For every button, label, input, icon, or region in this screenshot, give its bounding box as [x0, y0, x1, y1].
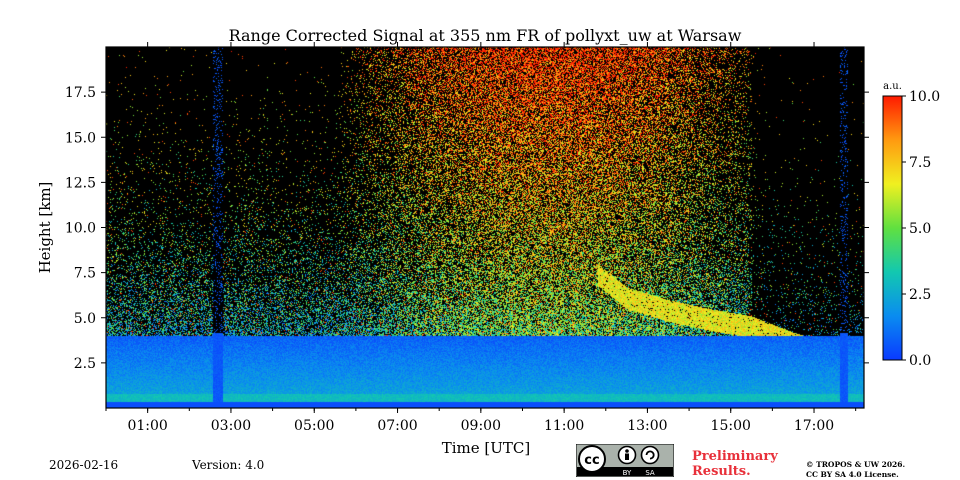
y-tick-label: 15.0 — [65, 130, 96, 146]
y-tick-label: 2.5 — [74, 356, 96, 372]
x-tick-label: 17:00 — [794, 418, 834, 434]
y-tick-label: 10.0 — [65, 221, 96, 237]
axes: 01:00 03:00 05:00 07:00 09:00 11:00 13:00 15:00… — [36, 42, 869, 457]
version-label: Version: 4.0 — [192, 458, 265, 472]
x-tick-label: 15:00 — [711, 418, 751, 434]
colorbar-tick-label: 0.0 — [909, 353, 931, 369]
colorbar: 0.0 2.5 5.0 7.5 10.0 a.u. — [882, 81, 940, 369]
x-tick-label: 07:00 — [377, 418, 417, 434]
sa-icon — [640, 445, 660, 465]
colorbar-gradient — [882, 95, 903, 361]
copyright-line-1: © TROPOS & UW 2026. — [806, 460, 906, 469]
x-tick-label: 03:00 — [211, 418, 251, 434]
preliminary-results-label: Preliminary Results. — [692, 449, 778, 479]
colorbar-tick-label: 7.5 — [909, 155, 931, 171]
colorbar-tick-label: 10.0 — [909, 89, 940, 105]
y-tick-label: 17.5 — [65, 85, 96, 101]
heatmap-image — [106, 47, 864, 408]
cc-icon — [578, 445, 606, 473]
copyright-line-2: CC BY SA 4.0 License. — [806, 470, 899, 479]
x-tick-label: 09:00 — [461, 418, 501, 434]
cc-license-badge: cc BY SA — [576, 444, 674, 477]
plot-area — [106, 47, 864, 408]
sa-label: SA — [645, 469, 655, 477]
x-tick-label: 13:00 — [627, 418, 667, 434]
date-label: 2026-02-16 — [49, 458, 119, 472]
colorbar-tick-label: 2.5 — [909, 287, 931, 303]
chart-title: Range Corrected Signal at 355 nm FR of p… — [228, 26, 742, 45]
y-axis-label: Height [km] — [36, 182, 54, 274]
by-label: BY — [623, 469, 632, 477]
colorbar-label: a.u. — [883, 81, 902, 92]
copyright-notice: © TROPOS & UW 2026. CC BY SA 4.0 License… — [806, 460, 905, 480]
y-tick-label: 5.0 — [74, 311, 96, 327]
x-axis-label: Time [UTC] — [442, 439, 531, 457]
x-tick-label: 01:00 — [127, 418, 167, 434]
preliminary-line-1: Preliminary — [692, 449, 778, 464]
heatmap-canvas — [106, 47, 864, 408]
colorbar-tick-label: 5.0 — [909, 221, 931, 237]
y-tick-label: 7.5 — [74, 266, 96, 282]
y-tick-label: 12.5 — [65, 175, 96, 191]
preliminary-line-2: Results. — [692, 464, 751, 479]
svg-text:cc: cc — [584, 453, 599, 468]
x-tick-label: 05:00 — [294, 418, 334, 434]
x-tick-label: 11:00 — [544, 418, 584, 434]
